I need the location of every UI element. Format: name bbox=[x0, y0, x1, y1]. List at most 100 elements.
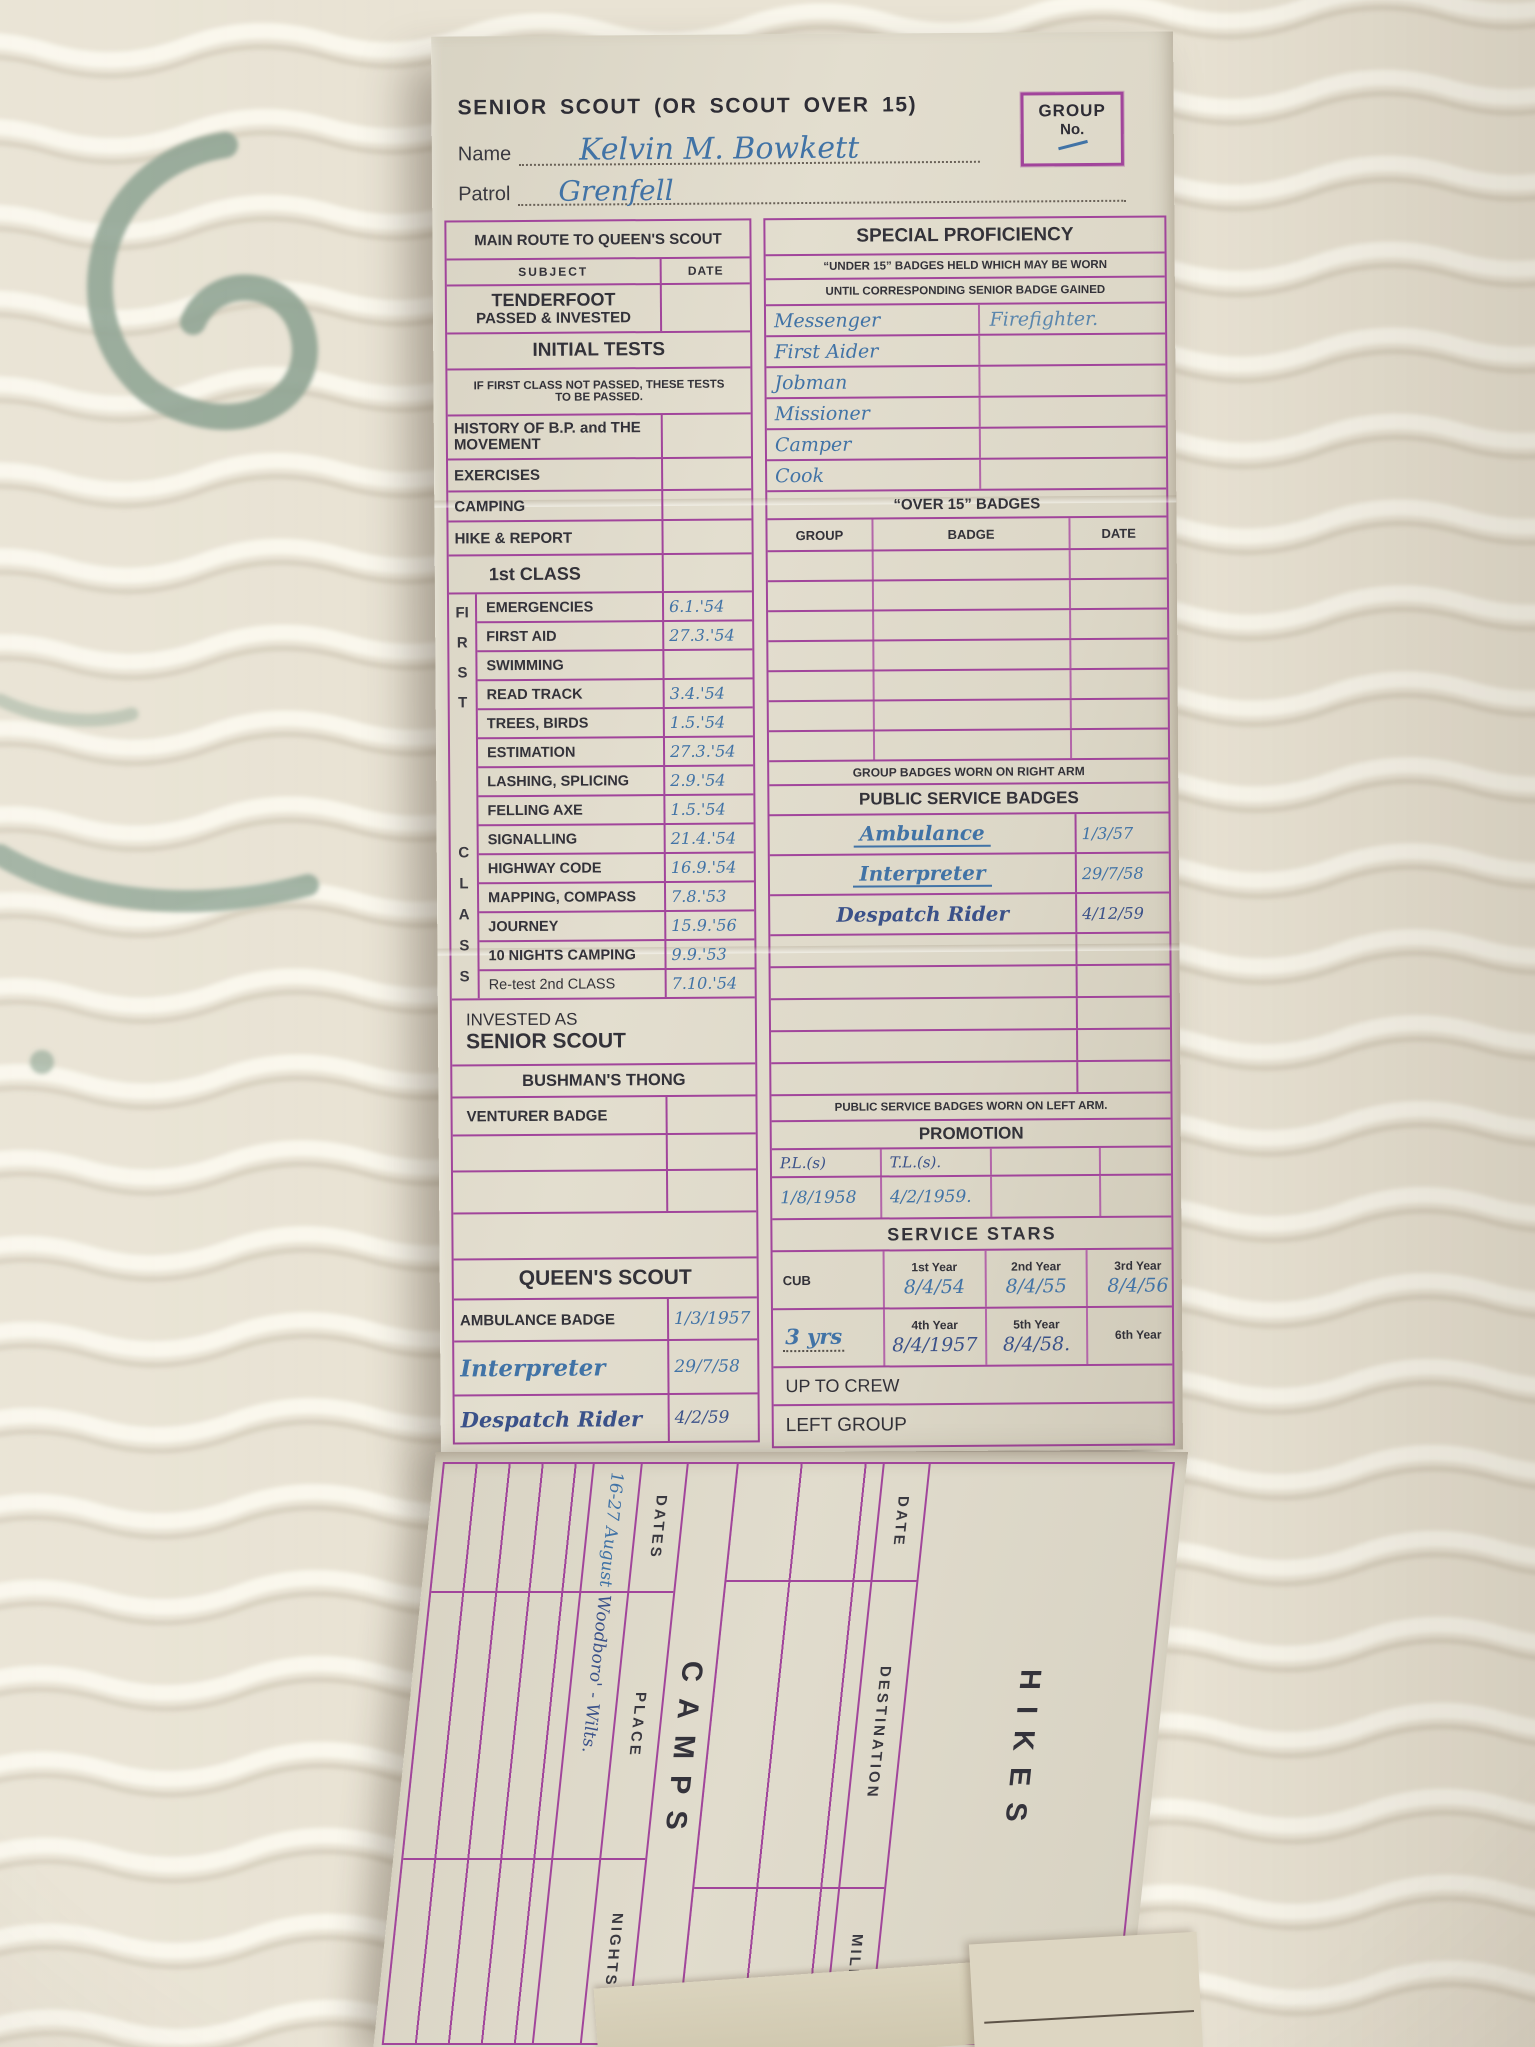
row-label: CAMPING bbox=[454, 497, 526, 515]
date-value: 9.9.'53 bbox=[671, 944, 727, 964]
table-row bbox=[452, 1168, 757, 1213]
promotion-value-row: 1/8/1958 4/2/1959. bbox=[772, 1173, 1210, 1219]
first-class-title: 1st CLASS bbox=[488, 563, 581, 584]
name-label: Name bbox=[457, 143, 512, 166]
table-row bbox=[770, 963, 1170, 999]
service-stars-row-1: CUB 1st Year 8/4/54 2nd Year 8/4/55 3rd Ye… bbox=[772, 1247, 1188, 1309]
table-row: LASHING, SPLICING 2.9.'54 bbox=[478, 764, 754, 796]
table-row bbox=[767, 547, 1167, 581]
table-row: SIGNALLING 21.4.'54 bbox=[478, 822, 754, 854]
table-row: First Aider bbox=[766, 332, 1166, 367]
spacer-row bbox=[453, 1210, 757, 1259]
table-row: Camper bbox=[766, 425, 1167, 460]
table-row: Cook bbox=[767, 456, 1167, 491]
table-row: Missioner bbox=[766, 394, 1166, 429]
main-route-title: MAIN ROUTE TO QUEEN'S SCOUT bbox=[474, 230, 722, 249]
service-stars-row-2: 3 yrs 4th Year 8/4/1957 5th Year 8/4/58. 6… bbox=[772, 1305, 1189, 1367]
table-row bbox=[768, 637, 1168, 671]
date-value: 1.5.'54 bbox=[670, 799, 726, 819]
table-row: HIKE & REPORT bbox=[448, 518, 752, 555]
date-value: 2.9.'54 bbox=[670, 770, 726, 790]
over15-title: “OVER 15” BADGES bbox=[767, 487, 1167, 519]
date-value: 7.8.'53 bbox=[671, 886, 727, 906]
date-value: 1.5.'54 bbox=[669, 712, 726, 732]
right-arm-note: GROUP BADGES WORN ON RIGHT ARM bbox=[769, 757, 1169, 785]
group-label: GROUP bbox=[1038, 100, 1106, 121]
table-row: EMERGENCIES 6.1.'54 bbox=[477, 592, 753, 621]
tenderfoot-row: TENDERFOOT PASSED & INVESTED bbox=[446, 282, 751, 333]
over15-header-row: GROUP BADGE DATE bbox=[767, 515, 1167, 551]
col-group: GROUP bbox=[795, 527, 844, 543]
invested-line2: SENIOR SCOUT bbox=[465, 1029, 627, 1054]
row-label: EXERCISES bbox=[454, 466, 541, 484]
venturer-badge-row: VENTURER BADGE bbox=[452, 1094, 756, 1135]
camp-dates-entry: 16-27 August bbox=[594, 1472, 627, 1588]
promotion-header-row: P.L.(s) T.L.(s). bbox=[771, 1145, 1210, 1177]
table-row: Interpreter 29/7/58 bbox=[769, 851, 1170, 895]
date-value: 27.3.'54 bbox=[669, 741, 736, 761]
first-class-vertical-label: FIRST CLASS bbox=[455, 604, 470, 986]
badge-handwritten: Interpreter bbox=[460, 1353, 606, 1382]
date-value: 16.9.'54 bbox=[670, 857, 737, 877]
promotion-title: PROMOTION bbox=[771, 1117, 1171, 1149]
card-header: SENIOR SCOUT (OR SCOUT OVER 15) GROUP No… bbox=[431, 31, 1174, 208]
date-value: 6.1.'54 bbox=[668, 596, 725, 616]
table-row: AMBULANCE BADGE 1/3/1957 bbox=[453, 1296, 758, 1341]
left-group-row: LEFT GROUP bbox=[773, 1401, 1173, 1447]
under15-note-2: UNTIL CORRESPONDING SENIOR BADGE GAINED bbox=[765, 275, 1165, 305]
table-row: CAMPING bbox=[448, 488, 752, 521]
patrol-field: Grenfell bbox=[518, 165, 1127, 208]
row-label: HIKE & REPORT bbox=[454, 529, 573, 547]
cub-label: CUB bbox=[782, 1272, 811, 1288]
invested-as-block: INVESTED AS SENIOR SCOUT bbox=[451, 996, 756, 1065]
name-field: Kelvin M. Bowkett bbox=[519, 126, 980, 168]
table-row: FIRST AID 27.3.'54 bbox=[477, 619, 753, 651]
date-value: 15.9.'56 bbox=[671, 915, 737, 935]
table-row: Jobman bbox=[766, 363, 1166, 398]
main-route-table: MAIN ROUTE TO QUEEN'S SCOUT SUBJECT DATE… bbox=[444, 218, 760, 1445]
up-to-crew-row: UP TO CREW bbox=[773, 1363, 1173, 1405]
hikes-column-divider bbox=[726, 1579, 917, 1582]
col-subject: SUBJECT bbox=[518, 264, 589, 280]
first-class-title-row: 1st CLASS bbox=[448, 552, 752, 593]
name-value: Kelvin M. Bowkett bbox=[579, 130, 860, 168]
date-value: 3.4.'54 bbox=[669, 683, 726, 703]
date-value: 1/3/57 bbox=[1081, 823, 1134, 843]
service-stars-title: SERVICE STARS bbox=[772, 1215, 1172, 1251]
hikes-column-divider bbox=[694, 1886, 885, 1889]
col-date: DATE bbox=[659, 258, 750, 284]
table-row: HIGHWAY CODE 16.9.'54 bbox=[478, 851, 754, 883]
patrol-label: Patrol bbox=[458, 183, 511, 206]
table-row: Interpreter 29/7/58 bbox=[454, 1338, 758, 1395]
table-row bbox=[768, 667, 1168, 701]
under15-note-1: “UNDER 15” BADGES HELD WHICH MAY BE WORN bbox=[765, 251, 1165, 279]
initial-tests-title: INITIAL TESTS bbox=[447, 330, 751, 369]
table-row bbox=[452, 1132, 756, 1171]
date-value: 7.10.'54 bbox=[671, 973, 738, 993]
table-row bbox=[768, 727, 1169, 761]
date-value: 21.4.'54 bbox=[670, 828, 737, 848]
table-row: READ TRACK 3.4.'54 bbox=[477, 677, 753, 709]
table-row: TREES, BIRDS 1.5.'54 bbox=[477, 706, 753, 738]
table-row: Messenger Firefighter. bbox=[765, 301, 1166, 336]
table-row: ESTIMATION 27.3.'54 bbox=[477, 735, 754, 767]
col-destination: DESTINATION bbox=[862, 1666, 894, 1800]
first-class-block: FIRST CLASS EMERGENCIES 6.1.'54 FIRST AID… bbox=[448, 590, 755, 999]
invested-line1: INVESTED AS bbox=[465, 1009, 578, 1030]
years-handwritten: 3 yrs bbox=[783, 1323, 845, 1353]
public-service-title: PUBLIC SERVICE BADGES bbox=[769, 781, 1169, 815]
table-row: Re-test 2nd CLASS 7.10.'54 bbox=[479, 967, 755, 999]
badge-handwritten: Ambulance bbox=[853, 820, 991, 848]
col-badge: BADGE bbox=[871, 518, 1069, 550]
hikes-title: HIKES bbox=[996, 1669, 1047, 1838]
col-nights: NIGHTS bbox=[601, 1913, 627, 1988]
queens-scout-title: QUEEN'S SCOUT bbox=[453, 1256, 757, 1299]
date-value: 4/2/59 bbox=[674, 1407, 730, 1428]
badge-handwritten: Firefighter. bbox=[989, 307, 1099, 331]
bushmans-thong-title: BUSHMAN'S THONG bbox=[452, 1062, 756, 1097]
table-row: MAPPING, COMPASS 7.8.'53 bbox=[478, 880, 755, 912]
table-row: Despatch Rider 4/12/59 bbox=[770, 891, 1170, 935]
table-row: EXERCISES bbox=[448, 456, 752, 491]
patrol-row: Patrol Grenfell bbox=[458, 160, 1150, 208]
